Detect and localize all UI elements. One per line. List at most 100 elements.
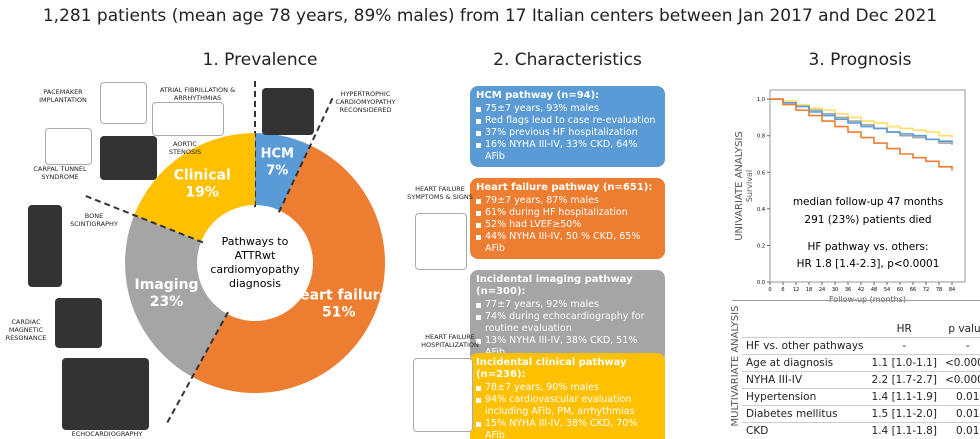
illustration (100, 136, 157, 180)
table-row: CKD 1.4 [1.1-1.8] 0.01 (742, 422, 980, 439)
cell: Hypertension (746, 391, 817, 403)
characteristic-box: Incidental clinical pathway (n=236): 78±7… (470, 353, 665, 439)
table-row: NYHA III-IV 2.2 [1.7-2.7] <0.0001 (742, 371, 980, 389)
illustration-label: CARDIAC MAGNETIC RESONANCE (5, 318, 47, 342)
cell (742, 321, 868, 338)
annotation: 291 (23%) patients died (804, 214, 931, 226)
center-label: ATTRwt (235, 249, 277, 262)
divider (277, 95, 335, 213)
illustration-label: HEART FAILURE HOSPITALIZATION (421, 333, 479, 349)
cell: 0.01 (956, 425, 980, 437)
x-tick-label: 72 (923, 287, 929, 293)
segment-value: 19% (185, 184, 219, 200)
x-tick-label: 6 (781, 287, 784, 293)
illustration-label: ATRIAL FIBRILLATION & ARRHYTHMIAS (159, 86, 236, 102)
y-axis-label: Survival (745, 170, 754, 202)
survival-curve (770, 98, 953, 171)
characteristic-box: Incidental imaging pathway (n=300): 77±7 … (470, 270, 665, 363)
bullet: 75±7 years, 93% males (476, 103, 659, 115)
cell: <0.0001 (944, 374, 980, 386)
y-tick-label: 0.4 (757, 207, 765, 213)
y-tick-label: 0.8 (757, 134, 765, 140)
annotation: HF pathway vs. others: (807, 241, 928, 253)
x-tick-label: 18 (806, 287, 812, 293)
table-wrap: MULTIVARIATE ANALYSIS HR p value HF vs. ot… (730, 300, 980, 437)
x-axis-label: Follow-up (months) (829, 295, 906, 304)
x-tick-label: 84 (949, 287, 955, 293)
cell: - (902, 340, 907, 352)
table-row: HF vs. other pathways - - (742, 337, 980, 355)
x-tick-label: 36 (845, 287, 851, 293)
annotation: HR 1.8 [1.4-2.3], p<0.0001 (797, 258, 940, 270)
box-title: HCM pathway (n=94): (476, 90, 600, 101)
illustration-label: BONE SCINTIGRAPHY (70, 212, 118, 228)
illustration-label: HEART FAILURE SYMPTOMS & SIGNS (407, 185, 473, 201)
bullet: 78±7 years, 90% males (476, 382, 659, 394)
side-label: UNIVARIATE ANALYSIS (734, 131, 745, 241)
cell: 1.5 [1.1-2.0] (871, 408, 937, 420)
bullet: 94% cardiovascular evaluation including … (476, 394, 659, 418)
cell: HF vs. other pathways (746, 340, 864, 352)
illustration-label: HYPERTROPHIC CARDIOMYOPATHY RECONSIDERED (335, 90, 396, 114)
illustration (262, 88, 314, 135)
divider (82, 193, 204, 244)
bullet: 13% NYHA III-IV, 38% CKD, 51% AFib (476, 335, 659, 359)
illustration (55, 298, 102, 348)
cell: <0.0001 (944, 357, 980, 369)
section-title: 2. Characteristics (493, 50, 642, 70)
box-title: Incidental imaging pathway (n=300): (476, 274, 633, 297)
segment-label: Imaging (135, 277, 199, 293)
x-tick-label: 42 (858, 287, 864, 293)
page-title: 1,281 patients (mean age 78 years, 89% m… (42, 6, 938, 26)
donut-segment (255, 133, 311, 211)
x-tick-label: 78 (936, 287, 942, 293)
x-tick-label: 54 (884, 287, 890, 293)
y-tick-label: 0.2 (757, 243, 765, 249)
center-label: diagnosis (229, 277, 281, 290)
illustration (62, 358, 149, 430)
x-tick-label: 30 (832, 287, 838, 293)
cell: Age at diagnosis (746, 357, 834, 369)
segment-value: 23% (150, 294, 184, 310)
x-tick-label: 24 (819, 287, 825, 293)
bullet: 79±7 years, 87% males (476, 195, 659, 207)
bullet: 77±7 years, 92% males (476, 299, 659, 311)
x-tick-label: 48 (871, 287, 877, 293)
cell: Diabetes mellitus (746, 408, 838, 420)
bullet: 15% NYHA III-IV, 38% CKD, 70% AFib (476, 418, 659, 439)
segment-label: Heart failure (288, 288, 389, 304)
cell: 1.4 [1.1-1.9] (871, 391, 937, 403)
annotation: median follow-up 47 months (793, 196, 943, 208)
donut-segment (134, 133, 255, 242)
illustration (415, 213, 467, 270)
bullet: Red flags lead to case re-evaluation (476, 115, 659, 127)
illustration (45, 128, 92, 165)
illustration (413, 358, 473, 432)
box-title: Incidental clinical pathway (n=236): (476, 357, 627, 380)
cell: 0.01 (956, 408, 980, 420)
center-label: Pathways to (222, 235, 289, 248)
center-circle (200, 208, 310, 318)
y-tick-label: 0.0 (757, 280, 765, 286)
segment-value: 51% (322, 305, 356, 321)
donut-segment (192, 145, 386, 394)
illustration-label: CARPAL TUNNEL SYNDROME (33, 165, 87, 181)
cell: CKD (746, 425, 769, 437)
segment-label: Clinical (174, 167, 231, 183)
y-tick-label: 0.6 (757, 170, 765, 176)
side-label: MULTIVARIATE ANALYSIS (730, 305, 741, 427)
cell: 2.2 [1.7-2.7] (871, 374, 937, 386)
x-tick-label: 66 (910, 287, 916, 293)
illustration (28, 205, 62, 287)
cell: 1.4 [1.1-1.8] (871, 425, 937, 437)
survival-curve (770, 98, 953, 144)
bullet: 61% during HF hospitalization (476, 207, 659, 219)
donut-segment (125, 215, 228, 377)
segment-value: 7% (266, 163, 288, 178)
header-cell: HR (896, 323, 912, 335)
section-title: 1. Prevalence (202, 50, 318, 70)
cell: 0.01 (956, 391, 980, 403)
center-label: cardiomyopathy (210, 263, 300, 276)
